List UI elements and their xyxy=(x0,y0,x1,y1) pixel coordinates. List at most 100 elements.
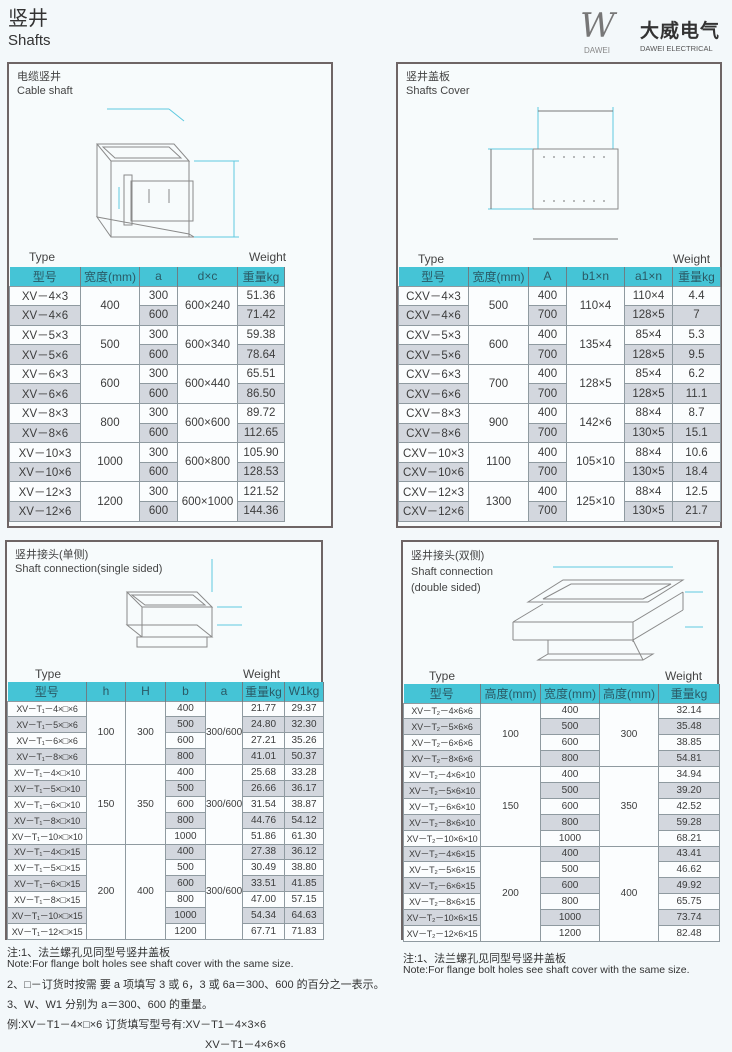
cell-b: 800 xyxy=(540,750,600,768)
note-right-1: 注:1、法兰螺孔见同型号竖井盖板 xyxy=(403,953,567,965)
cell-width: 1200 xyxy=(80,481,140,522)
cell-w: 112.65 xyxy=(237,422,285,444)
panel-title: 竖井盖板 Shafts Cover xyxy=(406,71,470,97)
cell-type: CXV－10×3 xyxy=(398,442,469,463)
cell-w: 121.52 xyxy=(237,481,285,503)
cell-type: XV－4×3 xyxy=(9,285,81,307)
single-sided-panel: 竖井接头(单侧) Shaft connection(single sided) T… xyxy=(5,540,324,940)
column-header: 重量kg xyxy=(672,267,721,286)
cell-type: XV－T₁－5×□×6 xyxy=(7,716,87,734)
cell-H: 400 xyxy=(125,843,166,940)
column-header: 型号 xyxy=(9,267,81,286)
note-left-3: 3、W、W1 分别为 a＝300、600 的重量。 xyxy=(7,999,213,1011)
cell-a1n: 128×5 xyxy=(624,383,673,405)
cell-w: 44.76 xyxy=(242,811,285,829)
table-row: XV－T₂－8×6×6 800 54.81 xyxy=(403,750,720,768)
cell-b: 500 xyxy=(540,718,600,736)
cell-A: 700 xyxy=(528,383,567,405)
cell-h: 200 xyxy=(86,843,126,940)
cable-shaft-table: 型号 宽度(mm) a d×c 重量kg XV－4×3 400 300 600×240 51.36… xyxy=(9,267,331,522)
table-row: XV－T₂－5×6×6 500 35.48 xyxy=(403,718,720,736)
cell-w: 39.20 xyxy=(658,781,720,799)
cell-b: 800 xyxy=(540,813,600,831)
cell-a: 300 xyxy=(139,481,178,503)
cell-type: XV－T₁－10×□×15 xyxy=(7,907,87,924)
cell-width: 500 xyxy=(80,324,140,365)
cell-H: 300 xyxy=(125,700,166,766)
cell-type: XV－T₁－8×□×6 xyxy=(7,748,87,766)
table-row: CXV－8×6 700 130×5 15.1 xyxy=(398,422,721,444)
cell-A: 400 xyxy=(528,363,567,385)
table-row: XV－T₁－5×□×10 500 26.66 36.17 xyxy=(7,779,324,797)
cell-w1: 64.63 xyxy=(284,907,324,924)
cell-b: 500 xyxy=(540,861,600,879)
table-row: XV－T₁－8×□×10 800 44.76 54.12 xyxy=(7,811,324,829)
cell-h: 200 xyxy=(480,845,541,942)
cell-w: 51.36 xyxy=(237,285,285,307)
cell-w: 34.94 xyxy=(658,766,720,783)
cell-w: 31.54 xyxy=(242,795,285,813)
note-left-example: 例:XV－T1－4×□×6 订货填写型号有:XV－T1－4×3×6 xyxy=(7,1019,267,1031)
cell-w1: 71.83 xyxy=(284,922,324,940)
table-row: XV－T₂－6×6×10 600 42.52 xyxy=(403,797,720,815)
column-header: 宽度(mm) xyxy=(80,267,140,286)
cell-w1: 29.37 xyxy=(284,700,324,718)
table-row: XV－T₁－5×□×15 500 30.49 38.80 xyxy=(7,859,324,877)
cell-w1: 36.17 xyxy=(284,779,324,797)
cell-w1: 33.28 xyxy=(284,764,324,781)
cell-dxc: 600×600 xyxy=(177,403,238,444)
cell-type: CXV－4×6 xyxy=(398,305,469,326)
logo-sub: DAWEI xyxy=(584,46,610,55)
cell-b: 600 xyxy=(165,732,206,750)
cell-b: 400 xyxy=(165,700,206,718)
cell-type: CXV－6×3 xyxy=(398,363,469,385)
cell-w: 15.1 xyxy=(672,422,721,444)
cable-shaft-diagram xyxy=(89,99,269,249)
cell-a: 600 xyxy=(139,344,178,365)
cell-dxc: 600×1000 xyxy=(177,481,238,522)
logo-name-en: DAWEI ELECTRICAL xyxy=(640,44,713,53)
column-header: 高度(mm) xyxy=(480,684,541,703)
cell-w: 144.36 xyxy=(237,501,285,522)
cell-b: 400 xyxy=(540,766,600,783)
table-row: XV－T₂－4×6×15 200 400 400 43.41 xyxy=(403,845,720,942)
column-header: a1×n xyxy=(624,267,673,286)
cell-w: 33.51 xyxy=(242,875,285,893)
cell-w1: 54.12 xyxy=(284,811,324,829)
note-left-1: 注:1、法兰螺孔见同型号竖井盖板 xyxy=(7,947,171,959)
cell-w: 18.4 xyxy=(672,461,721,483)
cell-width: 900 xyxy=(468,403,529,444)
cell-width: 1300 xyxy=(468,481,529,522)
cell-w: 82.48 xyxy=(658,924,720,942)
type-label: Type xyxy=(35,667,62,681)
weight-label: Weight xyxy=(249,250,287,264)
cell-type: XV－T₁－10×□×10 xyxy=(7,827,87,845)
type-label: Type xyxy=(418,252,445,266)
cell-type: CXV－5×6 xyxy=(398,344,469,365)
table-row: CXV－4×6 700 128×5 7 xyxy=(398,305,721,326)
cell-w: 8.7 xyxy=(672,403,721,424)
cell-h: 100 xyxy=(480,702,541,768)
cell-w: 71.42 xyxy=(237,305,285,326)
cell-b: 600 xyxy=(540,734,600,752)
cell-type: XV－T₁－4×□×6 xyxy=(7,700,87,718)
cell-w: 46.62 xyxy=(658,861,720,879)
cell-A: 700 xyxy=(528,344,567,365)
cell-w: 5.3 xyxy=(672,324,721,346)
table-row: CXV－4×3 500 400 110×4 110×4 4.4 xyxy=(398,285,721,326)
table-row: XV－12×3 1200 300 600×1000 121.52 xyxy=(9,481,331,522)
cell-type: CXV－5×3 xyxy=(398,324,469,346)
cell-b1n: 110×4 xyxy=(566,285,625,326)
cell-w: 47.00 xyxy=(242,891,285,909)
cell-b: 1000 xyxy=(165,907,206,924)
cell-w: 10.6 xyxy=(672,442,721,463)
cell-w: 35.48 xyxy=(658,718,720,736)
cell-type: XV－T₁－4×□×10 xyxy=(7,764,87,781)
table-row: XV－6×6 600 86.50 xyxy=(9,383,331,405)
cell-w: 68.21 xyxy=(658,829,720,847)
table-row: XV－T₁－5×□×6 500 24.80 32.30 xyxy=(7,716,324,734)
column-header: d×c xyxy=(177,267,238,286)
table-row: CXV－12×6 700 130×5 21.7 xyxy=(398,501,721,522)
column-header: 宽度(mm) xyxy=(468,267,529,286)
